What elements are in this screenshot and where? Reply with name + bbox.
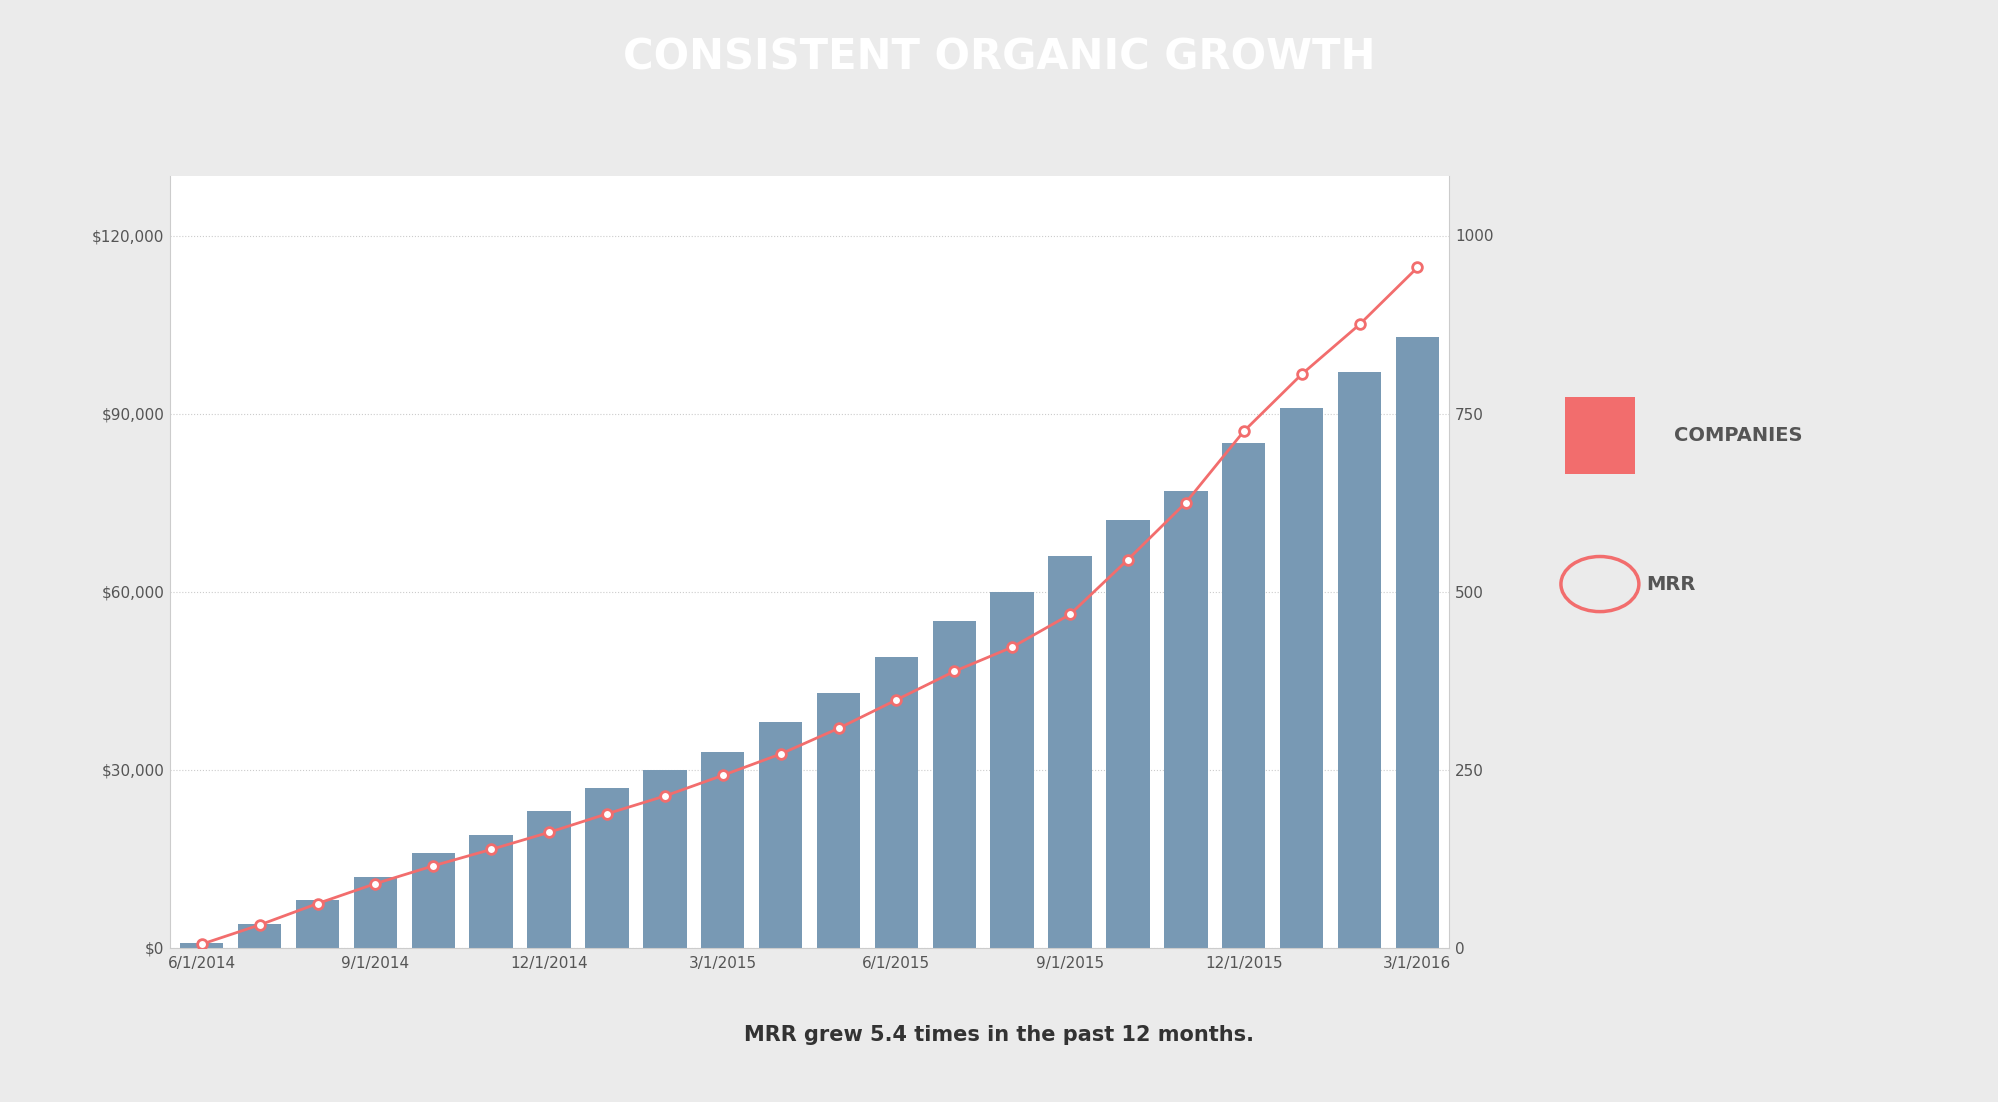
Text: MRR grew 5.4 times in the past 12 months.: MRR grew 5.4 times in the past 12 months… <box>743 1025 1255 1046</box>
Bar <box>1337 372 1381 948</box>
Bar <box>933 622 975 948</box>
Bar <box>759 722 801 948</box>
Bar <box>1105 520 1149 948</box>
Bar <box>817 692 859 948</box>
Bar <box>585 788 629 948</box>
Bar <box>1221 443 1265 948</box>
Bar <box>354 876 398 948</box>
Text: CONSISTENT ORGANIC GROWTH: CONSISTENT ORGANIC GROWTH <box>623 36 1375 79</box>
Bar <box>1395 336 1439 948</box>
Bar <box>296 900 340 948</box>
Bar <box>238 923 282 948</box>
Bar <box>527 811 571 948</box>
Bar <box>875 657 917 948</box>
Bar <box>412 853 456 948</box>
Bar <box>701 752 743 948</box>
Bar <box>1279 408 1323 948</box>
Bar <box>470 835 513 948</box>
Bar <box>180 943 224 948</box>
Bar <box>1163 490 1207 948</box>
Text: COMPANIES: COMPANIES <box>1672 425 1802 445</box>
FancyBboxPatch shape <box>1564 397 1634 474</box>
Bar <box>1047 557 1091 948</box>
Bar <box>643 769 685 948</box>
Bar <box>989 592 1033 948</box>
Text: MRR: MRR <box>1646 574 1694 594</box>
